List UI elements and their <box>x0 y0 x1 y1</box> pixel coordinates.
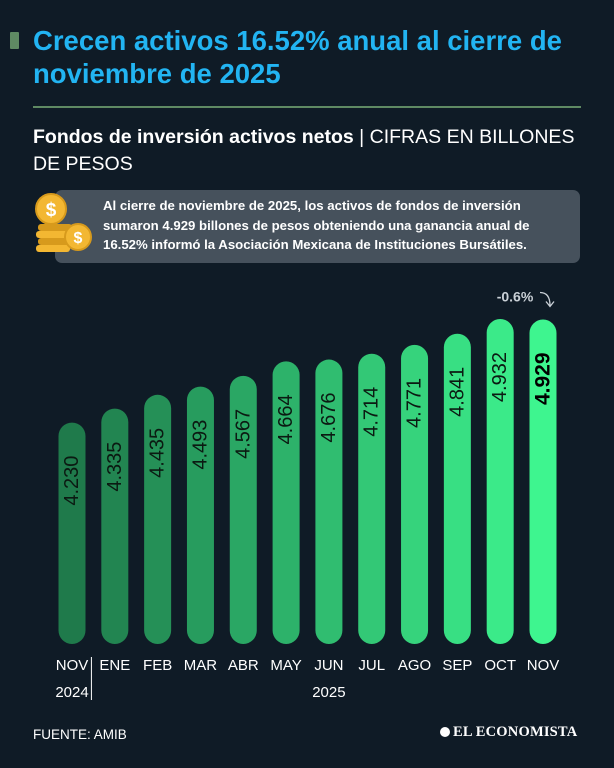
bar-5 <box>272 361 300 644</box>
bar-6 <box>315 359 343 644</box>
source-label: FUENTE: AMIB <box>33 727 127 742</box>
x-tick-label-2: FEB <box>143 657 172 674</box>
x-tick-label-3: MAR <box>184 657 218 674</box>
brand-logo: EL ECONOMISTA <box>440 724 577 741</box>
svg-text:$: $ <box>46 200 57 221</box>
note-box <box>55 190 580 263</box>
x-tick-label-10: OCT <box>484 657 516 674</box>
headline: Crecen activos 16.52% anual al cierre de… <box>33 25 562 89</box>
subtitle-separator: | <box>353 126 370 148</box>
subtitle-units: CIFRAS EN BILLONES DE PESOS <box>33 126 575 175</box>
data-label-8: 4.771 <box>404 378 426 428</box>
bar-2 <box>144 394 172 644</box>
data-label-5: 4.664 <box>275 394 297 444</box>
x-tick-label-5: MAY <box>270 657 301 674</box>
brand-name: EL ECONOMISTA <box>453 724 578 740</box>
title-divider <box>33 106 581 108</box>
bar-7 <box>358 353 386 644</box>
data-label-2: 4.435 <box>147 428 169 478</box>
data-label-3: 4.493 <box>189 420 211 470</box>
data-label-0: 4.230 <box>61 456 83 506</box>
money-coins-icon: $ $ <box>35 193 92 252</box>
data-label-6: 4.676 <box>318 393 340 443</box>
x-tick-label-11: NOV <box>527 657 560 674</box>
subtitle-main: Fondos de inversión activos netos <box>33 126 354 148</box>
svg-text:$: $ <box>74 230 83 247</box>
x-tick-label-1: ENE <box>99 657 130 674</box>
bar-8 <box>401 344 429 644</box>
year-label-0: 2024 <box>55 684 88 701</box>
change-annotation: -0.6% <box>497 288 534 304</box>
data-label-7: 4.714 <box>361 387 383 437</box>
x-tick-label-9: SEP <box>442 657 472 674</box>
bar-0 <box>58 422 86 644</box>
x-tick-label-4: ABR <box>228 657 259 674</box>
x-tick-label-6: JUN <box>314 657 343 674</box>
bar-3 <box>186 386 214 644</box>
headline-accent-mark <box>10 32 19 49</box>
data-label-9: 4.841 <box>446 367 468 417</box>
chart-subtitle: Fondos de inversión activos netos | CIFR… <box>33 124 593 178</box>
data-label-10: 4.932 <box>489 352 511 402</box>
note-text: Al cierre de noviembre de 2025, los acti… <box>103 198 530 252</box>
x-tick-label-7: JUL <box>358 657 385 674</box>
bar-10 <box>486 319 514 644</box>
x-tick-label-8: AGO <box>398 657 431 674</box>
x-tick-label-0: NOV <box>56 657 89 674</box>
year-label-1: 2025 <box>312 684 345 701</box>
bar-4 <box>229 375 257 644</box>
brand-mark-icon <box>440 727 450 737</box>
curved-arrow-icon <box>539 291 555 308</box>
bar-11 <box>529 319 557 644</box>
data-label-1: 4.335 <box>104 442 126 492</box>
data-label-11: 4.929 <box>532 352 555 405</box>
bar-9 <box>443 333 471 644</box>
bar-1 <box>101 408 129 644</box>
bar-chart: 4.230 NOV 4.335 ENE 4.435 FEB 4.493 MAR 4.567 ABR… <box>55 288 560 701</box>
data-label-4: 4.567 <box>232 409 254 459</box>
